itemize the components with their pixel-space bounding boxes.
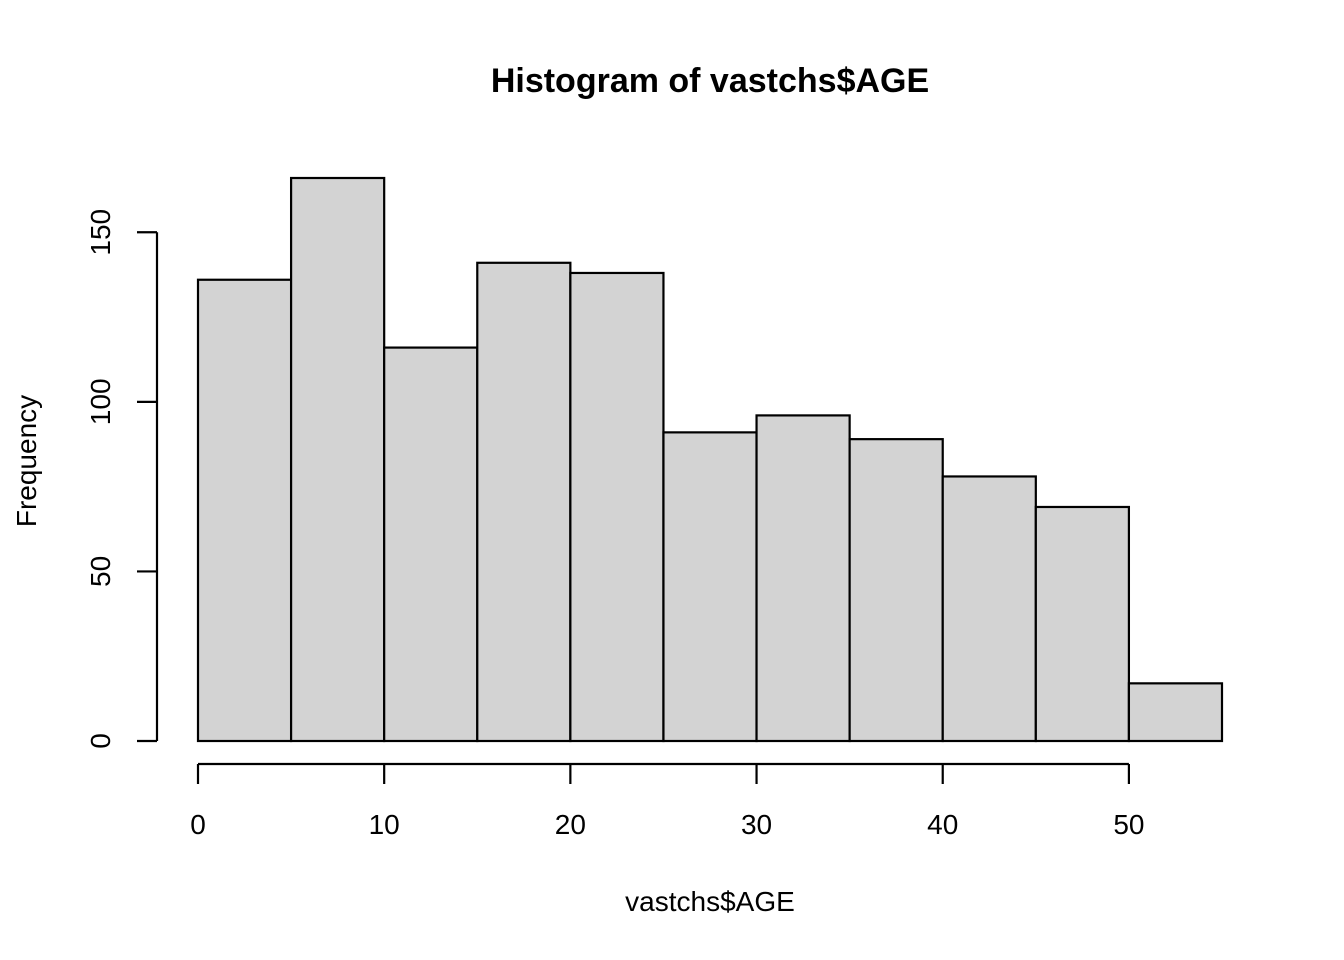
histogram-bar-9 bbox=[1034, 505, 1131, 743]
y-tick-label-3: 150 bbox=[85, 209, 116, 256]
histogram-bar-3 bbox=[476, 261, 572, 743]
x-tick-label-5: 50 bbox=[1113, 809, 1144, 840]
chart-title: Histogram of vastchs$AGE bbox=[491, 62, 929, 100]
y-axis-label: Frequency bbox=[11, 395, 42, 527]
x-tick-label-3: 30 bbox=[741, 809, 772, 840]
histogram-bar-7 bbox=[848, 438, 944, 743]
x-tick-label-1: 10 bbox=[369, 809, 400, 840]
y-axis: 0 50 100 150 bbox=[85, 209, 159, 749]
x-axis: 0 10 20 30 40 50 bbox=[190, 762, 1144, 840]
histogram-bar-1 bbox=[289, 176, 386, 743]
x-tick-label-2: 20 bbox=[555, 809, 586, 840]
histogram-bar-2 bbox=[383, 346, 479, 743]
histogram-bar-5 bbox=[662, 431, 758, 743]
histogram-bar-8 bbox=[941, 475, 1037, 743]
histogram-bar-4 bbox=[569, 271, 665, 743]
histogram-bar-6 bbox=[755, 414, 851, 743]
y-tick-label-1: 50 bbox=[85, 556, 116, 587]
y-tick-label-0: 0 bbox=[85, 733, 116, 749]
y-tick-label-2: 100 bbox=[85, 378, 116, 425]
x-axis-label: vastchs$AGE bbox=[625, 886, 795, 917]
histogram-bar-10 bbox=[1127, 682, 1224, 743]
histogram-bar-0 bbox=[196, 278, 293, 743]
x-tick-label-4: 40 bbox=[927, 809, 958, 840]
x-tick-label-0: 0 bbox=[190, 809, 206, 840]
bars-group bbox=[196, 176, 1224, 743]
